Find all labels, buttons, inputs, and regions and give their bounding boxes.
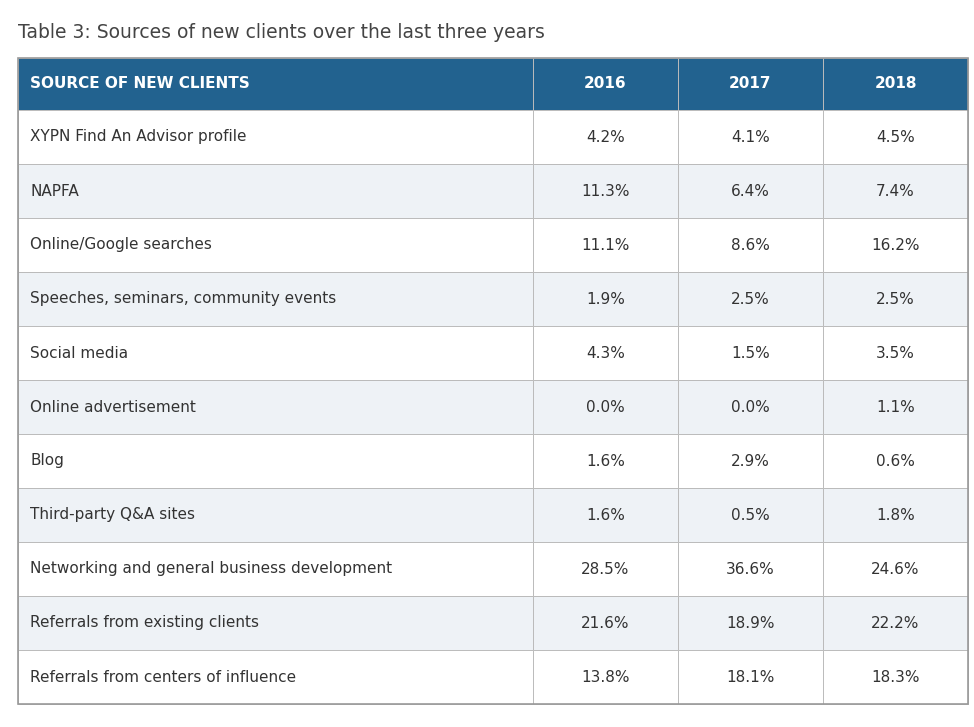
Bar [823,488,968,542]
Bar [678,218,823,272]
Bar [18,164,533,218]
Bar [18,542,533,596]
Text: 1.5%: 1.5% [731,345,769,361]
Text: 6.4%: 6.4% [731,183,769,198]
Text: 18.9%: 18.9% [727,616,774,630]
Text: 3.5%: 3.5% [876,345,915,361]
Bar [678,434,823,488]
Text: 21.6%: 21.6% [581,616,630,630]
Bar [533,272,678,326]
Bar [533,596,678,650]
Text: 1.9%: 1.9% [586,292,625,307]
Bar [678,58,823,110]
Text: 0.0%: 0.0% [586,400,625,414]
Text: 4.2%: 4.2% [586,129,625,145]
Bar [18,380,533,434]
Bar [533,218,678,272]
Text: Networking and general business development: Networking and general business developm… [30,561,393,577]
Bar [823,110,968,164]
Bar [823,542,968,596]
Text: 4.3%: 4.3% [586,345,625,361]
Text: Online advertisement: Online advertisement [30,400,196,414]
Text: 2016: 2016 [584,76,627,92]
Text: 24.6%: 24.6% [872,561,919,577]
Bar [533,110,678,164]
Bar [823,272,968,326]
Bar [678,542,823,596]
Bar [823,218,968,272]
Text: 4.1%: 4.1% [731,129,769,145]
Text: Third-party Q&A sites: Third-party Q&A sites [30,507,195,523]
Bar [823,380,968,434]
Text: Social media: Social media [30,345,129,361]
Text: 18.1%: 18.1% [727,670,774,685]
Bar [823,650,968,704]
Text: 28.5%: 28.5% [581,561,629,577]
Bar [678,380,823,434]
Text: 1.6%: 1.6% [586,454,625,468]
Bar [533,326,678,380]
Bar [533,164,678,218]
Text: Speeches, seminars, community events: Speeches, seminars, community events [30,292,336,307]
Bar [18,272,533,326]
Text: 22.2%: 22.2% [872,616,919,630]
Text: 4.5%: 4.5% [877,129,915,145]
Bar [18,434,533,488]
Text: 1.6%: 1.6% [586,507,625,523]
Bar [533,488,678,542]
Text: 13.8%: 13.8% [581,670,630,685]
Text: 18.3%: 18.3% [872,670,919,685]
Bar [678,488,823,542]
Text: Online/Google searches: Online/Google searches [30,238,212,252]
Bar [678,596,823,650]
Text: 2017: 2017 [730,76,771,92]
Bar [18,110,533,164]
Text: 0.6%: 0.6% [876,454,915,468]
Bar [533,434,678,488]
Text: 36.6%: 36.6% [727,561,775,577]
Text: 2.5%: 2.5% [877,292,915,307]
Bar [823,434,968,488]
Bar [823,164,968,218]
Text: 0.5%: 0.5% [731,507,769,523]
Bar [823,326,968,380]
Bar [678,164,823,218]
Text: Referrals from existing clients: Referrals from existing clients [30,616,259,630]
Text: XYPN Find An Advisor profile: XYPN Find An Advisor profile [30,129,246,145]
Bar [678,650,823,704]
Text: 8.6%: 8.6% [731,238,769,252]
Text: 0.0%: 0.0% [731,400,769,414]
Bar [678,326,823,380]
Text: Table 3: Sources of new clients over the last three years: Table 3: Sources of new clients over the… [18,23,544,41]
Bar [18,58,968,704]
Text: 2.5%: 2.5% [731,292,769,307]
Text: SOURCE OF NEW CLIENTS: SOURCE OF NEW CLIENTS [30,76,249,92]
Bar [678,110,823,164]
Text: 1.1%: 1.1% [877,400,915,414]
Bar [18,650,533,704]
Bar [533,650,678,704]
Text: 1.8%: 1.8% [877,507,915,523]
Text: NAPFA: NAPFA [30,183,79,198]
Text: Blog: Blog [30,454,64,468]
Bar [678,272,823,326]
Text: 16.2%: 16.2% [872,238,919,252]
Bar [18,326,533,380]
Text: 2018: 2018 [875,76,917,92]
Bar [533,380,678,434]
Bar [533,58,678,110]
Text: 2.9%: 2.9% [731,454,769,468]
Text: 7.4%: 7.4% [877,183,915,198]
Text: 11.3%: 11.3% [581,183,630,198]
Bar [533,542,678,596]
Bar [18,596,533,650]
Bar [18,218,533,272]
Bar [18,488,533,542]
Bar [18,58,533,110]
Bar [823,58,968,110]
Text: Referrals from centers of influence: Referrals from centers of influence [30,670,296,685]
Bar [823,596,968,650]
Text: 11.1%: 11.1% [581,238,629,252]
